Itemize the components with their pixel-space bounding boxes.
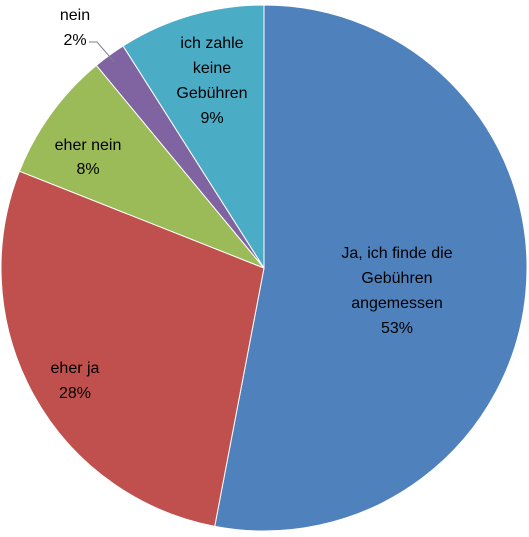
pie-percent-label: 53% <box>381 320 413 337</box>
pie-category-label: keine <box>193 60 231 77</box>
pie-slice-eher-nein <box>18 64 265 269</box>
pie-category-label: nein <box>60 7 90 24</box>
pie-percent-label: 9% <box>200 110 223 127</box>
pie-category-label: ich zahle <box>180 35 243 52</box>
pie-category-label: Ja, ich finde die <box>341 245 452 262</box>
pie-label-eher-ja: eher ja 28% <box>51 360 100 402</box>
pie-category-label: Gebühren <box>361 270 432 287</box>
pie-label-ich-zahle-keine-gebuehren: ich zahle keine Gebühren 9% <box>176 35 247 127</box>
pie-percent-label: 28% <box>59 385 91 402</box>
pie-labels: Ja, ich finde die Gebühren angemessen 53% eh… <box>51 7 453 402</box>
pie-slice-eher-ja <box>0 170 265 527</box>
pie-label-eher-nein: eher nein 8% <box>55 137 122 178</box>
pie-label-ja-ich-finde-die-gebuehren-angemessen: Ja, ich finde die Gebühren angemessen 53% <box>341 245 452 337</box>
pie-percent-label: 8% <box>76 161 99 178</box>
leader-line-nein <box>89 41 115 63</box>
pie-category-label: Gebühren <box>176 85 247 102</box>
pie-slices <box>0 4 528 532</box>
pie-percent-label: 2% <box>63 32 86 49</box>
pie-category-label: angemessen <box>351 295 443 312</box>
pie-category-label: eher ja <box>51 360 100 377</box>
pie-label-nein: nein 2% <box>60 7 90 49</box>
pie-slice-ja-ich-finde-die-gebuehren-angemessen <box>214 4 528 532</box>
pie-slice-ich-zahle-keine-gebuehren <box>122 4 265 270</box>
pie-category-label: eher nein <box>55 137 122 154</box>
